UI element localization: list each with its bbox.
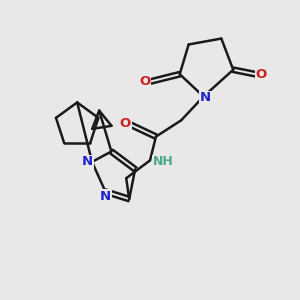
Text: NH: NH bbox=[153, 155, 174, 168]
Text: N: N bbox=[200, 92, 211, 104]
Text: O: O bbox=[255, 68, 266, 81]
Text: N: N bbox=[82, 155, 93, 168]
Text: N: N bbox=[100, 190, 111, 202]
Text: O: O bbox=[139, 75, 150, 88]
Text: O: O bbox=[120, 117, 131, 130]
